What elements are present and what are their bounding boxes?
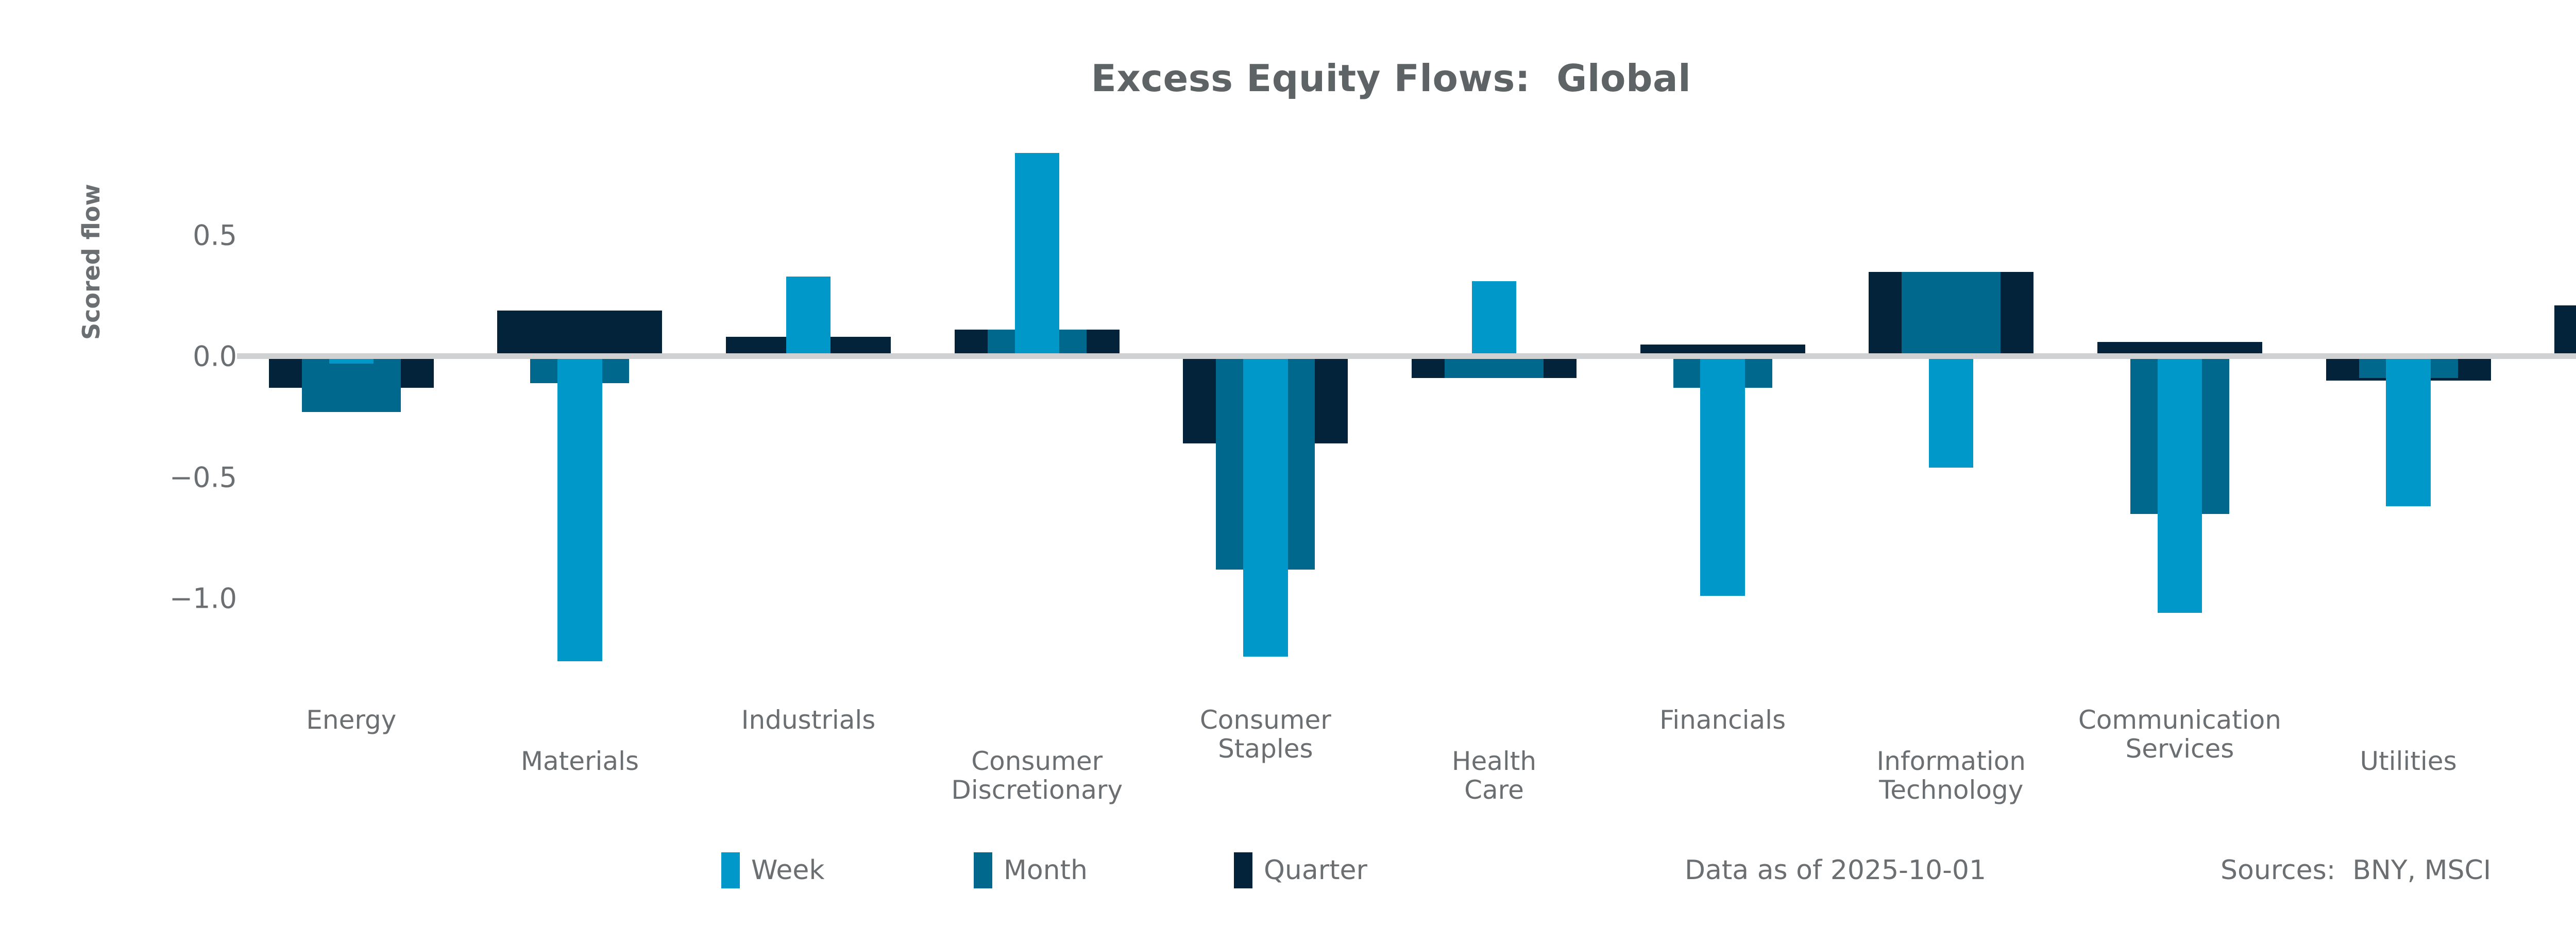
bar-week[interactable] [557, 356, 602, 662]
legend-label: Week [751, 855, 825, 886]
x-axis-tick-label: Consumer Discretionary [951, 746, 1123, 805]
legend-swatch-icon [721, 852, 740, 888]
bar-week[interactable] [786, 276, 831, 356]
y-axis-tick-label: 0.0 [193, 340, 237, 373]
bar-quarter[interactable] [497, 310, 663, 356]
chart-title: Excess Equity Flows: Global [1091, 57, 1691, 100]
legend-item-month[interactable]: Month [974, 852, 1088, 888]
legend-swatch-icon [1234, 852, 1252, 888]
x-axis-tick-label: Energy [306, 705, 397, 735]
chart-legend: Week Month Quarter Data as of 2025-10-01 Sou… [0, 852, 2576, 909]
bar-month[interactable] [1902, 271, 2001, 356]
bar-week[interactable] [2386, 356, 2431, 507]
bar-week[interactable] [2157, 356, 2202, 613]
legend-item-quarter[interactable]: Quarter [1234, 852, 1367, 888]
bar-month[interactable] [1445, 356, 1544, 379]
legend-swatch-icon [974, 852, 992, 888]
bar-month[interactable] [301, 356, 401, 413]
x-axis-tick-label: Real Estate [2494, 706, 2576, 763]
bar-quarter[interactable] [2554, 305, 2576, 356]
x-axis-tick-label: Health Care [1451, 746, 1537, 805]
legend-label: Quarter [1264, 855, 1367, 886]
x-axis-tick-label: Information Technology [1876, 746, 2026, 805]
plot-area: Energy Materials Industrials Consumer Discr… [237, 0, 2576, 927]
y-axis-tick-label: −0.5 [169, 461, 237, 494]
sources-note: Sources: BNY, MSCI [2221, 855, 2492, 886]
x-axis-tick-label: Communication Services [2078, 705, 2281, 764]
zero-gridline [237, 353, 2576, 359]
x-axis-tick-label: Financials [1659, 705, 1786, 735]
y-axis-ticks: 0.5 0.0 −0.5 −1.0 [62, 0, 237, 927]
bar-week[interactable] [1243, 356, 1288, 657]
legend-item-week[interactable]: Week [721, 852, 824, 888]
y-axis-tick-label: −1.0 [169, 582, 237, 615]
data-as-of-note: Data as of 2025-10-01 [1685, 855, 1987, 886]
x-axis-tick-label: Industrials [741, 705, 876, 735]
bar-week[interactable] [1014, 153, 1059, 356]
bar-week[interactable] [1700, 356, 1745, 596]
x-axis-tick-label: Consumer Staples [1199, 705, 1331, 764]
bar-week[interactable] [1471, 281, 1517, 356]
x-axis-tick-label: Materials [520, 746, 639, 776]
y-axis-tick-label: 0.5 [193, 219, 237, 252]
bar-week[interactable] [1929, 356, 1974, 468]
legend-label: Month [1004, 855, 1088, 886]
x-axis-tick-label: Utilities [2360, 746, 2457, 776]
